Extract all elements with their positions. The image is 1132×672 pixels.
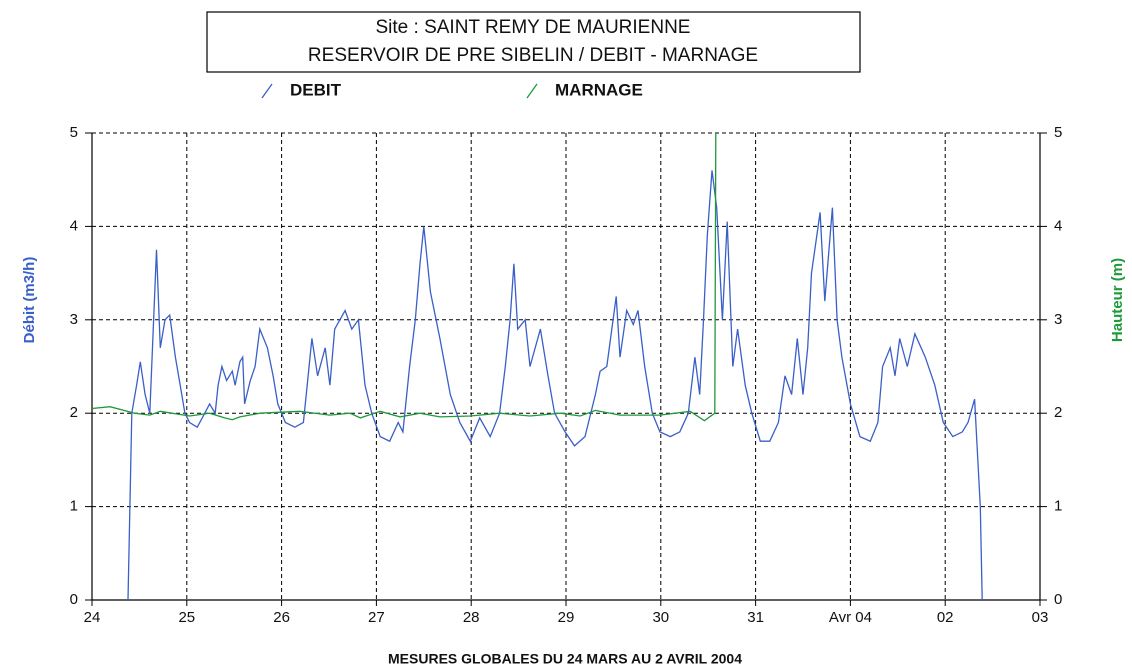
x-tick-label: 25: [178, 609, 195, 626]
y-tick-label: 0: [70, 591, 78, 608]
y-tick-label: 5: [70, 124, 78, 141]
legend-swatch: [526, 83, 538, 99]
y-axis-label: Débit (m3/h): [21, 257, 38, 344]
y2-tick-label: 1: [1054, 498, 1062, 515]
y2-axis-label: Hauteur (m): [1109, 258, 1126, 342]
series-line: [91, 132, 717, 422]
x-tick-label: 27: [368, 609, 385, 626]
y2-tick-label: 2: [1054, 404, 1062, 421]
y2-tick-label: 3: [1054, 311, 1062, 328]
x-tick-label: 24: [84, 609, 101, 626]
legend-label: DEBIT: [290, 80, 342, 99]
chart-subtitle: RESERVOIR DE PRE SIBELIN / DEBIT - MARNA…: [308, 45, 758, 66]
x-tick-label: 26: [273, 609, 290, 626]
x-tick-label: 02: [937, 609, 954, 626]
plot-frame: [91, 133, 1041, 601]
y2-tick-label: 5: [1054, 124, 1062, 141]
legend-swatch: [261, 83, 273, 99]
y-tick-label: 4: [70, 217, 78, 234]
x-tick-label: 28: [463, 609, 480, 626]
y-tick-label: 2: [70, 404, 78, 421]
x-tick-label: Avr 04: [829, 609, 872, 626]
x-tick-label: 29: [558, 609, 575, 626]
y-tick-label: 1: [70, 498, 78, 515]
y2-tick-label: 4: [1054, 217, 1062, 234]
x-tick-label: 30: [652, 609, 669, 626]
x-tick-label: 31: [747, 609, 764, 626]
title-box: [206, 11, 861, 73]
y-tick-label: 3: [70, 311, 78, 328]
y2-tick-label: 0: [1054, 591, 1062, 608]
chart-title: Site : SAINT REMY DE MAURIENNE: [376, 17, 691, 38]
x-axis-label: MESURES GLOBALES DU 24 MARS AU 2 AVRIL 2…: [388, 651, 742, 667]
x-tick-label: 03: [1032, 609, 1049, 626]
legend-label: MARNAGE: [555, 80, 643, 99]
series-line: [127, 170, 983, 601]
